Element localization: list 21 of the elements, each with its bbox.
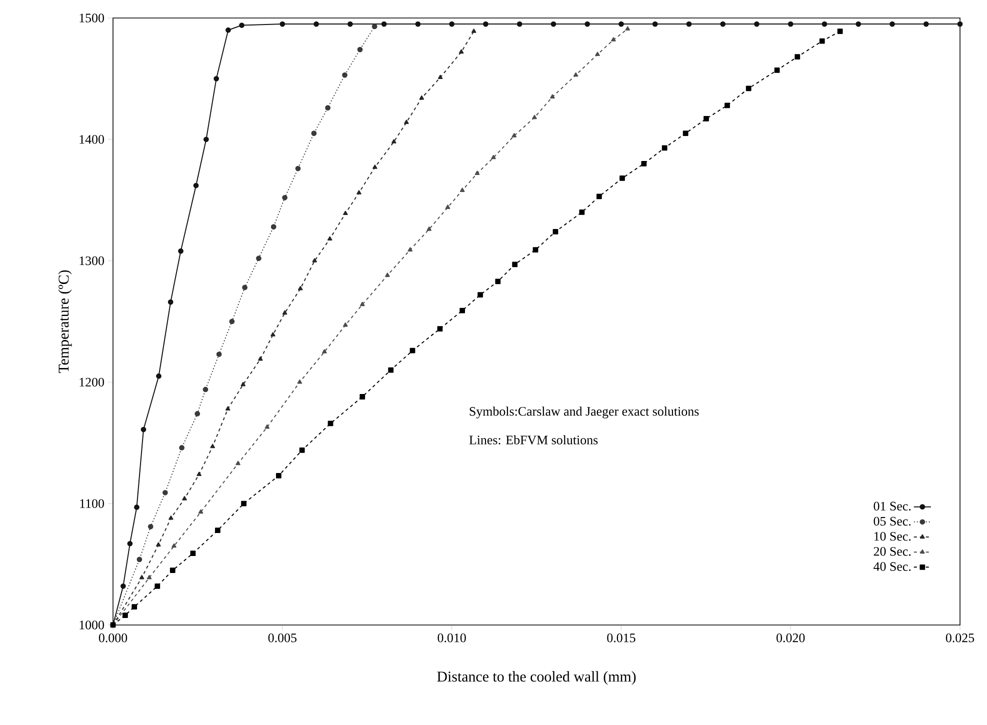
x-axis-title: Distance to the cooled wall (mm): [437, 671, 636, 685]
x-tick-label: 0.025: [946, 634, 974, 642]
legend-label: 01 Sec.: [874, 502, 911, 511]
legend-label: 05 Sec.: [874, 516, 911, 526]
x-tick-label: 0.015: [607, 634, 636, 642]
annotation: Lines: EbFVM solutions: [469, 435, 598, 444]
y-tick-label: 1500: [80, 14, 104, 22]
x-tick-label: 0.020: [776, 634, 805, 642]
legend-label: 20 Sec.: [874, 547, 911, 556]
x-tick-label: 0.005: [268, 634, 296, 642]
y-tick-label: 1200: [80, 378, 104, 387]
y-tick-label: 1400: [80, 135, 104, 144]
legend-label: 10 Sec.: [874, 532, 911, 541]
x-tick-label: 0.000: [98, 634, 128, 642]
annotation: Symbols:Carslaw and Jaeger exact solutions: [470, 406, 699, 418]
y-tick-label: 1100: [80, 499, 104, 508]
x-tick-label: 0.010: [438, 634, 466, 642]
y-tick-label: 1000: [80, 620, 104, 630]
legend-label: 40 Sec.: [874, 562, 911, 571]
y-tick-label: 1300: [80, 256, 104, 266]
y-axis-title: Temperature (ºC): [58, 270, 72, 374]
